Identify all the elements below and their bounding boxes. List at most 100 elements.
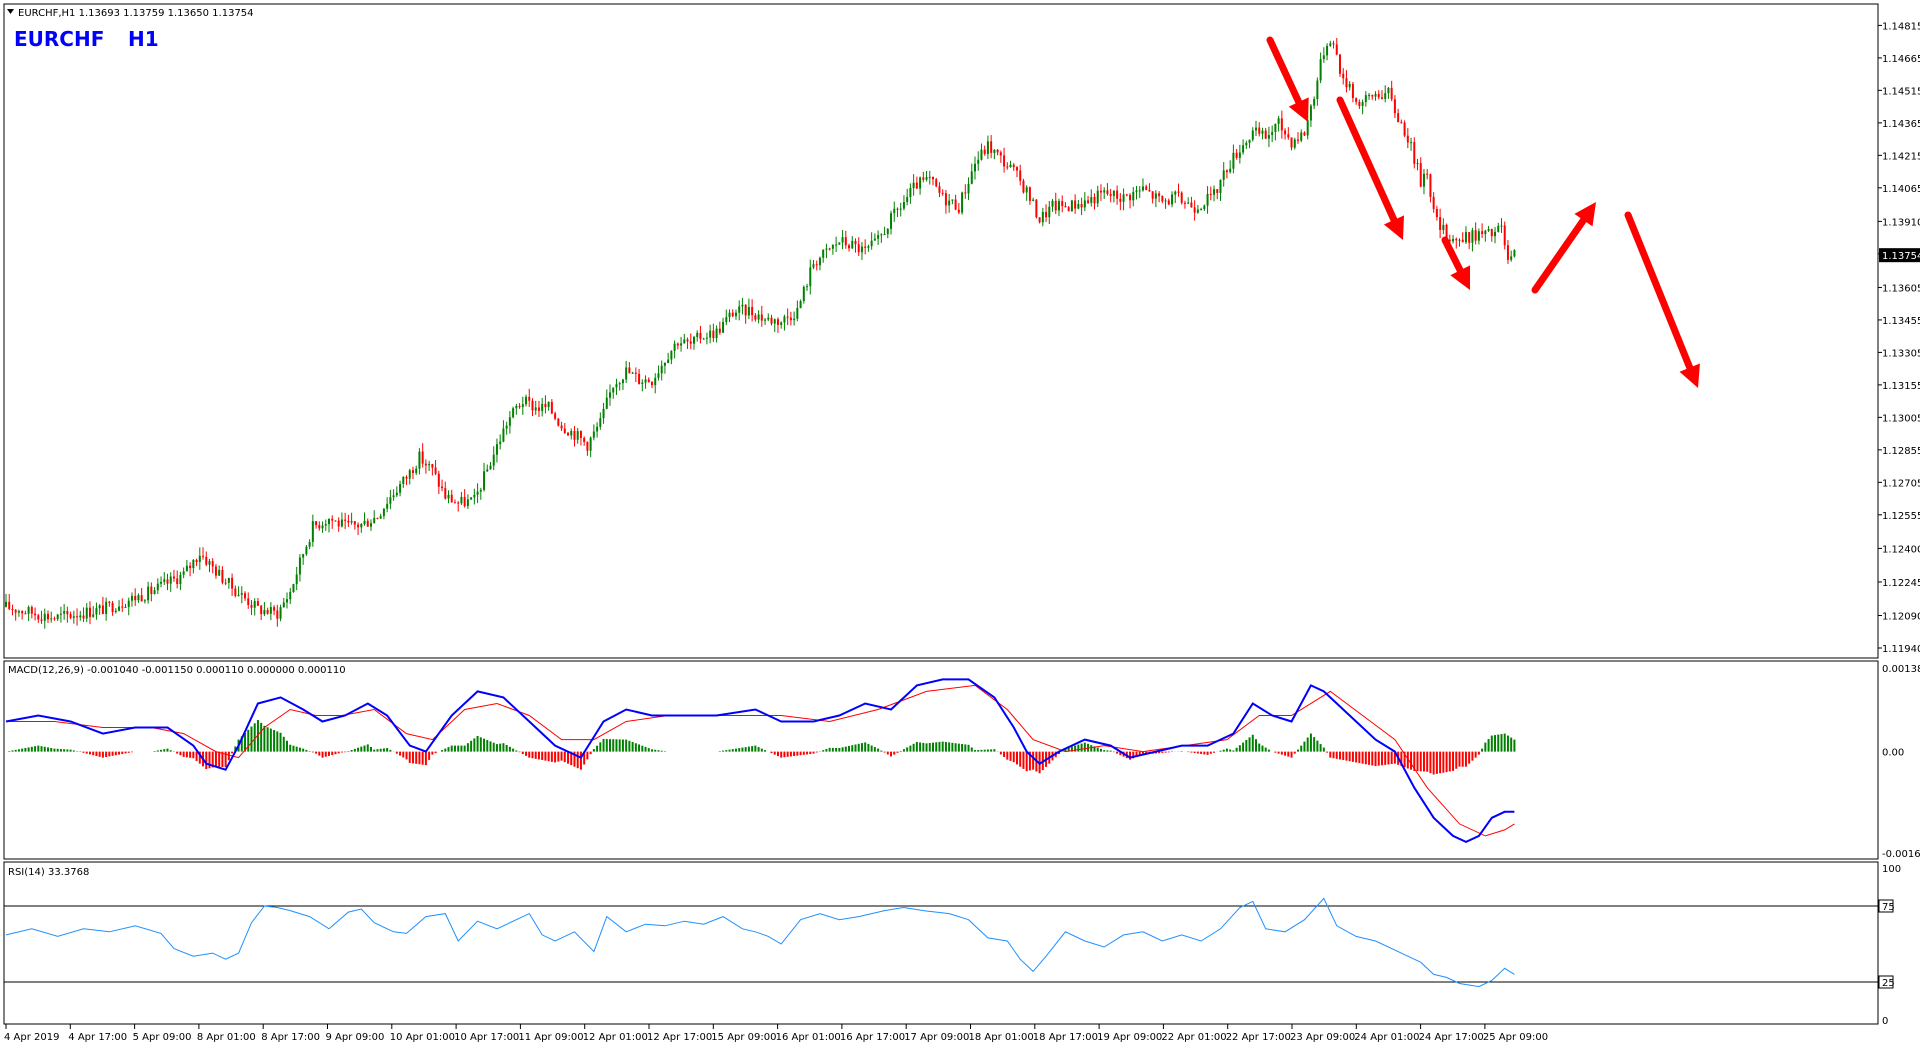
candle-body — [150, 586, 153, 594]
candle-body — [1506, 245, 1509, 260]
candle-body — [828, 248, 831, 250]
candle-body — [289, 591, 292, 600]
candle-body — [1003, 155, 1006, 167]
candle-body — [1397, 113, 1400, 123]
candle-body — [589, 437, 592, 451]
trend-arrow-head — [1450, 265, 1470, 290]
time-tick-label: 22 Apr 17:00 — [1226, 1032, 1291, 1043]
candle-body — [841, 237, 844, 243]
time-tick-label: 12 Apr 01:00 — [583, 1032, 648, 1043]
candle-body — [638, 373, 641, 384]
candle-body — [1322, 55, 1325, 60]
candle-body — [163, 579, 166, 582]
rsi-pane-border — [3, 861, 1879, 1025]
candle-body — [747, 307, 750, 316]
candle-body — [1222, 170, 1225, 180]
candle-body — [185, 565, 188, 572]
dropdown-triangle-icon[interactable] — [7, 9, 14, 14]
candle-body — [43, 613, 46, 621]
time-tick-label: 23 Apr 09:00 — [1290, 1032, 1355, 1043]
candle-body — [1371, 95, 1374, 97]
candle-body — [1303, 132, 1306, 136]
candle-body — [657, 373, 660, 378]
candle-body — [1132, 191, 1135, 201]
candle-body — [376, 517, 379, 519]
candle-body — [815, 264, 818, 266]
candle-body — [948, 200, 951, 206]
candle-body — [557, 418, 560, 426]
time-tick-label: 4 Apr 2019 — [4, 1032, 59, 1043]
candle-body — [153, 590, 156, 594]
candle-body — [967, 183, 970, 194]
candle-body — [457, 502, 460, 504]
candle-body — [1064, 206, 1067, 208]
candle-body — [402, 476, 405, 485]
candle-body — [11, 608, 14, 610]
candle-body — [1461, 239, 1464, 243]
candle-body — [379, 516, 382, 519]
candle-body — [1510, 256, 1513, 260]
candle-body — [269, 607, 272, 614]
candle-body — [725, 317, 728, 323]
candle-body — [1406, 135, 1409, 143]
candle-body — [919, 177, 922, 189]
candle-body — [951, 199, 954, 201]
candle-body — [50, 618, 53, 620]
macd-tick-label: 0.001389 — [1882, 664, 1920, 675]
candle-body — [363, 520, 366, 524]
candle-body — [114, 610, 117, 613]
candle-body — [1410, 142, 1413, 144]
candle-body — [292, 584, 295, 592]
candle-body — [331, 518, 334, 521]
candle-body — [802, 286, 805, 302]
candle-body — [234, 588, 237, 596]
candle-body — [224, 582, 227, 584]
rsi-tick-label: 0 — [1882, 1016, 1888, 1027]
trend-arrow-head — [1383, 215, 1405, 240]
candle-body — [302, 554, 305, 558]
candle-body — [722, 322, 725, 333]
candle-body — [586, 441, 589, 451]
candle-body — [1422, 173, 1425, 187]
candle-body — [1025, 187, 1028, 193]
candle-body — [896, 208, 899, 210]
candle-body — [683, 339, 686, 344]
macd-title: MACD(12,26,9) -0.001040 -0.001150 0.0001… — [8, 665, 346, 676]
candle-body — [395, 492, 398, 496]
candle-body — [686, 339, 689, 342]
candle-body — [1380, 97, 1383, 99]
candle-body — [476, 491, 479, 495]
candle-body — [941, 192, 944, 194]
candle-body — [573, 430, 576, 440]
price-tick-label: 1.14815 — [1882, 21, 1920, 32]
candle-body — [489, 465, 492, 470]
candle-body — [1245, 142, 1248, 146]
candle-body — [1112, 190, 1115, 196]
candle-body — [1316, 80, 1319, 100]
price-tick-label: 1.11940 — [1882, 644, 1920, 655]
candle-body — [105, 601, 108, 614]
candle-body — [1300, 132, 1303, 141]
candle-body — [328, 518, 330, 525]
candle-body — [502, 428, 505, 442]
candle-body — [53, 618, 56, 620]
candle-body — [137, 595, 140, 601]
candle-body — [408, 470, 411, 479]
candle-body — [447, 494, 450, 499]
candle-body — [609, 392, 612, 398]
candle-body — [770, 317, 773, 324]
candle-body — [1106, 190, 1109, 195]
candle-body — [628, 367, 631, 374]
candle-body — [1432, 196, 1435, 209]
time-tick-label: 18 Apr 01:00 — [969, 1032, 1034, 1043]
candle-body — [192, 559, 195, 569]
candle-body — [615, 384, 618, 388]
candle-body — [508, 417, 511, 426]
candle-body — [990, 141, 993, 153]
price-tick-label: 1.12400 — [1882, 544, 1920, 555]
time-tick-label: 24 Apr 17:00 — [1419, 1032, 1484, 1043]
candle-body — [699, 332, 702, 339]
candle-body — [85, 607, 88, 619]
candle-body — [718, 328, 721, 333]
